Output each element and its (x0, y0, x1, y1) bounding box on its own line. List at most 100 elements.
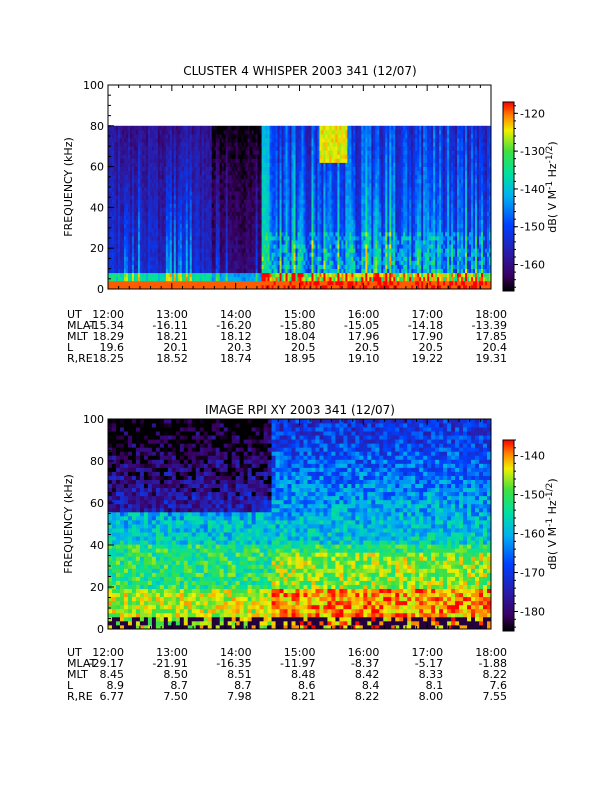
panel-rpi-spectrogram (108, 419, 492, 630)
panel-whisper-ephemeris-cell: -15.80 (280, 319, 315, 332)
panel-whisper-colorbar-tick-label: -130 (520, 145, 545, 158)
panel-whisper-ephemeris-cell: 19.10 (348, 352, 380, 365)
panel-whisper-ephemeris-cell: 19.31 (476, 352, 508, 365)
panel-rpi-ephemeris-cell: 8.48 (291, 668, 316, 681)
panel-rpi-ephemeris-cell: 8.22 (355, 690, 380, 703)
panel-whisper-ephemeris-cell: 15:00 (284, 308, 316, 321)
panel-whisper-ephemeris-cell: 20.5 (291, 341, 316, 354)
panel-rpi-ephemeris-cell: 7.55 (483, 690, 508, 703)
panel-whisper-ephemeris-cell: 18.04 (284, 330, 316, 343)
panel-whisper-x-ticks (107, 85, 492, 289)
panel-whisper-ephemeris-row-label: R,RE (67, 352, 93, 365)
panel-rpi-colorbar-ticks: -140 -150 -160 -170 -180 (514, 439, 545, 628)
panel-rpi-y-axis-label: FREQUENCY (kHz) (62, 474, 75, 574)
panel-rpi-ephemeris-cell: 8.42 (355, 668, 380, 681)
panel-whisper-ephemeris-cell: -13.39 (472, 319, 507, 332)
panel-rpi-ephemeris-cell: -21.91 (152, 657, 187, 670)
panel-rpi-ephemeris-cell: 8.7 (234, 679, 252, 692)
panel-rpi-y-ticks: 0 20 40 60 80 100 (83, 413, 114, 636)
panel-whisper-ephemeris-table: UT 12:00 13:00 14:00 15:00 16:00 17:00 18:00 MLA… (67, 308, 507, 365)
panel-rpi-ephemeris-cell: 8.6 (298, 679, 316, 692)
panel-rpi-ephemeris-row-label: MLAT (67, 657, 97, 670)
panel-rpi-ephemeris-cell: 7.98 (227, 690, 252, 703)
panel-rpi-y-tick-label: 80 (90, 455, 104, 468)
panel-whisper-ephemeris-row-label: MLT (67, 330, 88, 343)
panel-whisper-colorbar-tick-label: -120 (520, 107, 545, 120)
panel-rpi-y-tick-label: 0 (97, 623, 104, 636)
panel-whisper-y-tick-label: 60 (90, 161, 104, 174)
panel-whisper-ephemeris-cell: 20.4 (483, 341, 508, 354)
panel-rpi-ephemeris-cell: 17:00 (411, 646, 443, 659)
panel-whisper-ephemeris-cell: 20.5 (355, 341, 380, 354)
panel-rpi-ephemeris-row-label: MLT (67, 668, 88, 681)
panel-rpi-ephemeris-cell: 8.45 (100, 668, 125, 681)
panel-whisper-y-tick-label: 40 (90, 201, 104, 214)
panel-whisper-ephemeris-cell: 20.5 (419, 341, 444, 354)
panel-rpi-ephemeris-cell: 8.7 (170, 679, 188, 692)
panel-whisper-ephemeris-cell: 17.85 (476, 330, 508, 343)
panel-rpi-x-ticks (107, 419, 492, 629)
panel-rpi-ephemeris-cell: -11.97 (280, 657, 315, 670)
panel-rpi-ephemeris-cell: 8.21 (291, 690, 316, 703)
panel-rpi-ephemeris-cell: -5.17 (415, 657, 443, 670)
panel-rpi-ephemeris-cell: -8.37 (351, 657, 379, 670)
panel-whisper-spectrogram (108, 125, 492, 290)
panel-whisper-ephemeris-cell: 16:00 (348, 308, 380, 321)
panel-rpi-ephemeris-row-label: L (67, 679, 74, 692)
panel-rpi-y-tick-label: 20 (90, 581, 104, 594)
panel-whisper-ephemeris-cell: 12:00 (92, 308, 124, 321)
panel-rpi-ephemeris-cell: 7.50 (163, 690, 188, 703)
panel-rpi-y-tick-label: 60 (90, 497, 104, 510)
panel-rpi-ephemeris-cell: 6.77 (100, 690, 125, 703)
panel-rpi-ephemeris-cell: 12:00 (92, 646, 124, 659)
panel-rpi-ephemeris-row-label: R,RE (67, 690, 93, 703)
panel-whisper-colorbar-label: dB( V M-1 Hz-1/2) (545, 141, 559, 232)
panel-rpi-ephemeris-cell: 8.22 (483, 668, 508, 681)
panel-whisper-ephemeris-cell: 17.96 (348, 330, 380, 343)
panel-rpi-colorbar-tick-label: -180 (520, 606, 545, 619)
panel-whisper-y-axis-label: FREQUENCY (kHz) (62, 137, 75, 237)
panel-rpi-ephemeris-cell: 18:00 (475, 646, 507, 659)
panel-whisper-y-tick-label: 20 (90, 242, 104, 255)
panel-whisper-ephemeris-cell: 17:00 (411, 308, 443, 321)
panel-rpi-ephemeris-cell: 16:00 (348, 646, 380, 659)
panel-rpi: IMAGE RPI XY 2003 341 (12/07) 0 20 40 60 80 1… (62, 403, 559, 703)
panel-whisper-ephemeris-row-label: MLAT (67, 319, 97, 332)
panel-rpi-ephemeris-cell: 8.4 (362, 679, 380, 692)
panel-rpi-ephemeris-cell: 8.50 (163, 668, 188, 681)
panel-whisper-ephemeris-cell: 18.52 (156, 352, 188, 365)
panel-rpi-colorbar-label: dB( V M-1 Hz-1/2) (545, 478, 559, 569)
panel-whisper-ephemeris-cell: 18.25 (93, 352, 125, 365)
panel-rpi-y-tick-label: 100 (83, 413, 104, 426)
panel-rpi-ephemeris-cell: -29.17 (89, 657, 124, 670)
panel-rpi-ephemeris-cell: 13:00 (156, 646, 188, 659)
panel-rpi-ephemeris-cell: 8.51 (227, 668, 252, 681)
panel-whisper-ephemeris-cell: -16.11 (152, 319, 187, 332)
panel-whisper-ephemeris-cell: 20.1 (163, 341, 188, 354)
panel-rpi-ephemeris-cell: 8.1 (426, 679, 444, 692)
panel-whisper-colorbar-tick-label: -160 (520, 259, 545, 272)
panel-whisper-colorbar-tick-label: -140 (520, 183, 545, 196)
panel-whisper-ephemeris-cell: 17.90 (412, 330, 444, 343)
panel-whisper-ephemeris-cell: 19.6 (100, 341, 125, 354)
panel-rpi-ephemeris-cell: -16.35 (216, 657, 251, 670)
panel-whisper-y-tick-label: 100 (83, 79, 104, 92)
panel-rpi-ephemeris-table: UT 12:00 13:00 14:00 15:00 16:00 17:00 18:00 MLA… (67, 646, 507, 703)
panel-rpi-ephemeris-cell: 14:00 (220, 646, 252, 659)
panel-whisper-y-tick-label: 0 (97, 283, 104, 296)
panel-rpi-ephemeris-cell: 15:00 (284, 646, 316, 659)
panel-whisper-ephemeris-cell: 18.21 (156, 330, 188, 343)
panel-whisper-ephemeris-cell: 18.74 (220, 352, 252, 365)
panel-whisper-ephemeris-row-label: L (67, 341, 74, 354)
panel-whisper-ephemeris-cell: 18.29 (93, 330, 125, 343)
panel-whisper-y-ticks: 0 20 40 60 80 100 (83, 79, 114, 296)
panel-whisper-title: CLUSTER 4 WHISPER 2003 341 (12/07) (183, 64, 416, 78)
panel-whisper-ephemeris-cell: 13:00 (156, 308, 188, 321)
panel-whisper-ephemeris-cell: 14:00 (220, 308, 252, 321)
panel-whisper-ephemeris-row-label: UT (67, 308, 82, 321)
panel-whisper-colorbar-tick-label: -150 (520, 221, 545, 234)
panel-whisper-ephemeris-cell: -16.20 (216, 319, 251, 332)
panel-whisper-ephemeris-cell: 20.3 (227, 341, 252, 354)
panel-rpi-y-tick-label: 40 (90, 539, 104, 552)
